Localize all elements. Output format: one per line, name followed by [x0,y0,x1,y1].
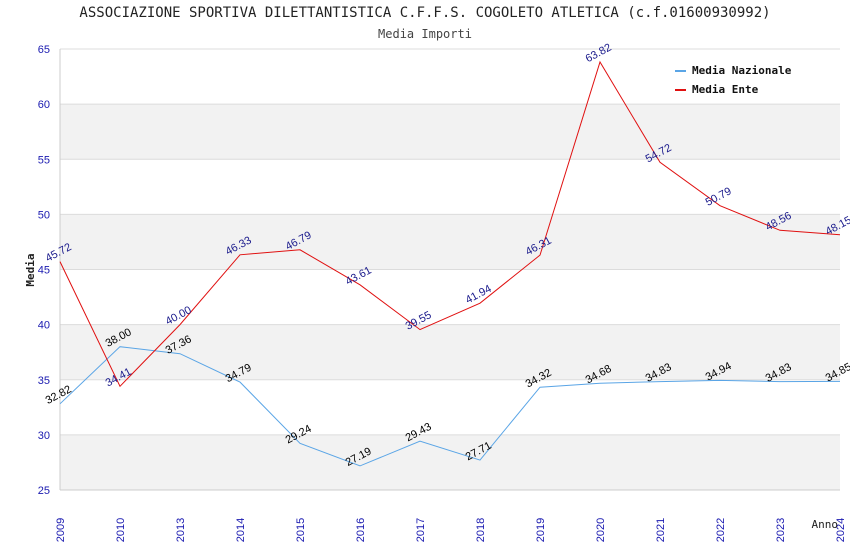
y-tick-label: 60 [38,99,50,111]
chart-legend: Media Nazionale Media Ente [669,60,809,101]
y-tick-label: 50 [38,209,50,221]
x-tick-label: 2019 [535,518,547,542]
legend-item-nazionale: Media Nazionale [675,63,791,79]
grid-band [60,434,840,490]
x-tick-label: 2010 [115,518,127,542]
data-label-ente: 63.82 [584,42,614,66]
y-tick-label: 65 [38,44,50,56]
y-tick-label: 25 [38,485,50,497]
y-tick-label: 35 [38,375,50,387]
chart-title: ASSOCIAZIONE SPORTIVA DILETTANTISTICA C.… [79,5,771,21]
grid-band [60,104,840,160]
legend-item-ente: Media Ente [675,82,758,98]
x-tick-label: 2009 [55,518,67,542]
x-tick-label: 2014 [235,518,247,542]
y-axis-title: Media [24,253,37,286]
legend-swatch-nazionale [675,70,686,72]
grid-band [60,324,840,380]
legend-label-nazionale: Media Nazionale [692,64,792,77]
x-tick-label: 2018 [475,518,487,542]
x-tick-label: 2013 [175,518,187,542]
y-tick-label: 45 [38,265,50,277]
x-tick-label: 2021 [655,518,667,542]
x-tick-label: 2015 [295,518,307,542]
chart-subtitle: Media Importi [378,27,472,41]
series-line-nazionale [59,346,841,467]
x-tick-label: 2023 [775,518,787,542]
x-tick-label: 2020 [595,518,607,542]
grid-band [60,214,840,270]
x-tick-label: 2024 [835,518,847,542]
legend-label-ente: Media Ente [692,83,759,96]
y-tick-label: 40 [38,320,50,332]
x-axis-title: Anno [812,518,839,531]
data-label-nazionale: 32.82 [44,383,74,407]
series-line-ente [59,60,841,388]
data-label-ente: 41.94 [464,283,494,307]
x-tick-label: 2016 [355,518,367,542]
y-tick-label: 30 [38,430,50,442]
legend-swatch-ente [675,89,686,91]
x-tick-label: 2022 [715,518,727,542]
x-tick-label: 2017 [415,518,427,542]
y-tick-label: 55 [38,154,50,166]
